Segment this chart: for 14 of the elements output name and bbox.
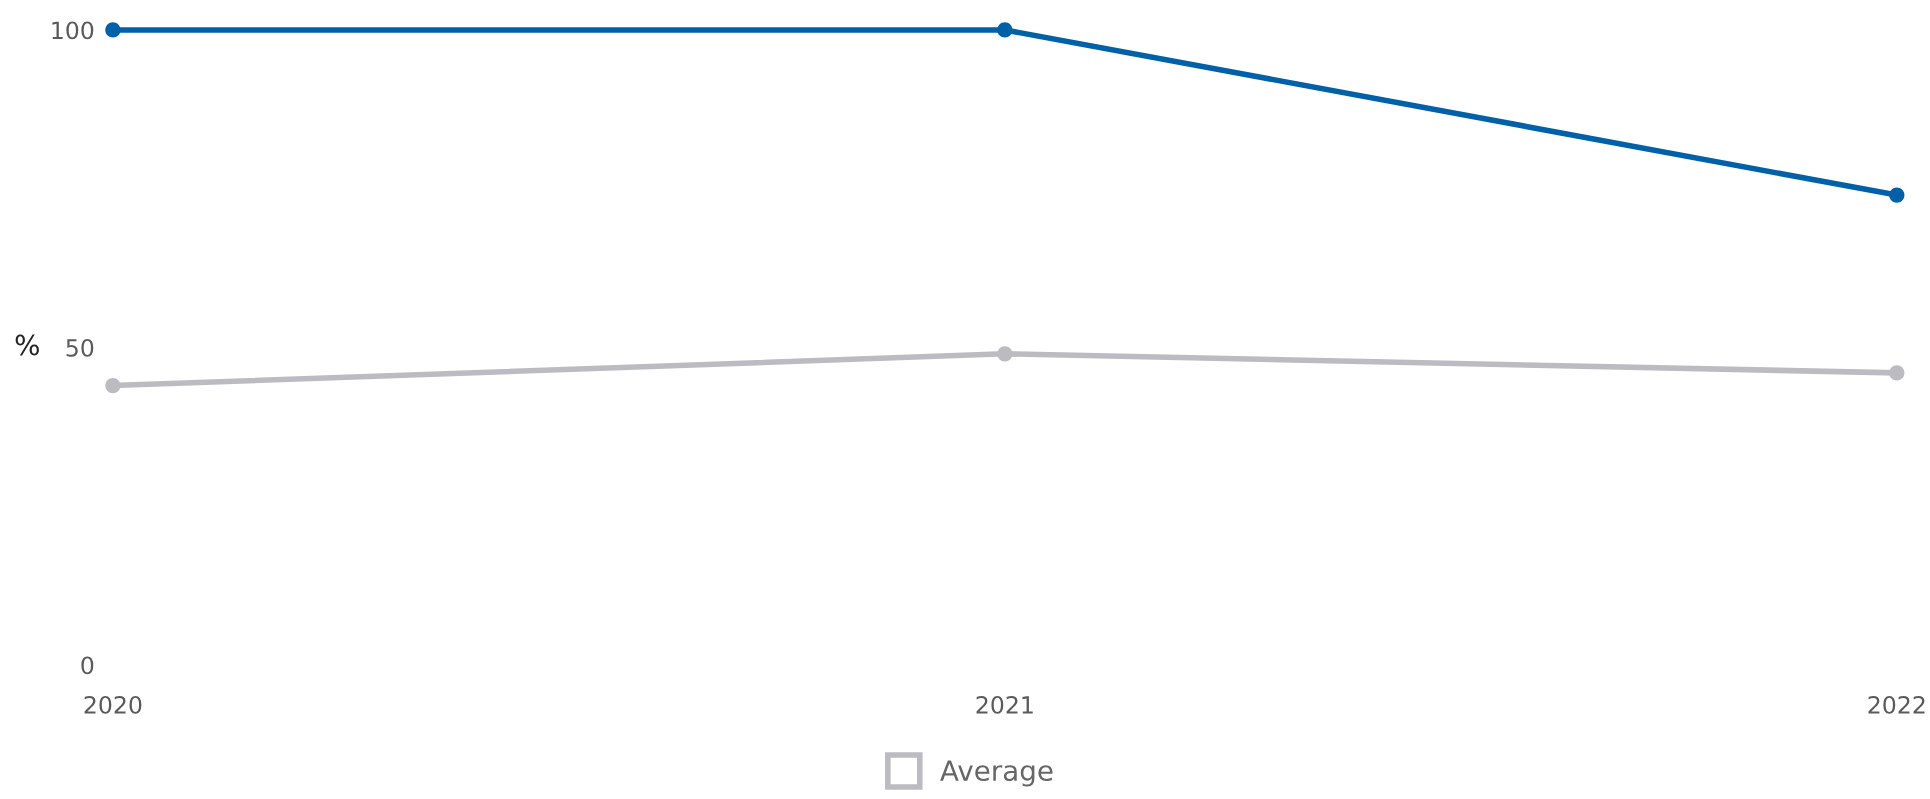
y-axis-title: %: [15, 334, 39, 356]
x-tick-label: 2022: [1868, 695, 1925, 714]
point: [997, 22, 1013, 38]
point: [1889, 365, 1905, 381]
point: [997, 346, 1013, 362]
y-tick-label: 100: [52, 21, 94, 40]
y-tick-label: 50: [66, 338, 94, 357]
x-tick-label: 2021: [976, 695, 1033, 714]
x-tick-label: 2020: [84, 695, 142, 714]
point: [1889, 187, 1905, 203]
legend-label: Average: [940, 760, 1053, 787]
point: [105, 22, 121, 38]
point: [105, 377, 121, 394]
y-tick-label: 0: [81, 656, 94, 675]
